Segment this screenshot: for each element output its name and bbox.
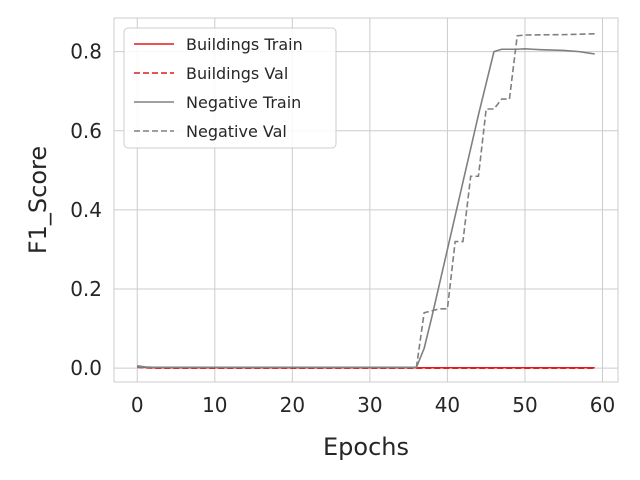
x-tick-label: 10 [202,393,227,417]
x-axis-label: Epochs [323,433,409,461]
y-tick-labels: 0.0 0.2 0.4 0.6 0.8 [70,40,102,381]
y-tick-label: 0.6 [70,119,102,143]
series-line-negative-train [137,48,595,369]
legend-label-negative-train: Negative Train [186,93,301,112]
legend-label-buildings-train: Buildings Train [186,35,303,54]
y-tick-label: 0.2 [70,277,102,301]
x-tick-label: 20 [280,393,305,417]
x-tick-label: 60 [590,393,615,417]
y-tick-label: 0.8 [70,40,102,64]
legend-box [123,27,337,149]
legend: Buildings Train Buildings Val Negative Tra… [123,27,337,149]
plot-frame [113,17,619,383]
legend-label-negative-val: Negative Val [186,122,287,141]
x-tick-label: 50 [512,393,537,417]
series-line-negative-val [137,33,595,369]
y-axis-label: F1_Score [24,146,52,254]
x-tick-label: 40 [435,393,460,417]
y-tick-label: 0.0 [70,356,102,380]
series-line-buildings-val [137,366,595,369]
x-tick-label: 0 [131,393,144,417]
x-tick-labels: 0 10 20 30 40 50 60 [131,393,615,417]
series-lines [137,33,595,369]
legend-label-buildings-val: Buildings Val [186,64,288,83]
x-tick-label: 30 [357,393,382,417]
y-tick-label: 0.4 [70,198,102,222]
